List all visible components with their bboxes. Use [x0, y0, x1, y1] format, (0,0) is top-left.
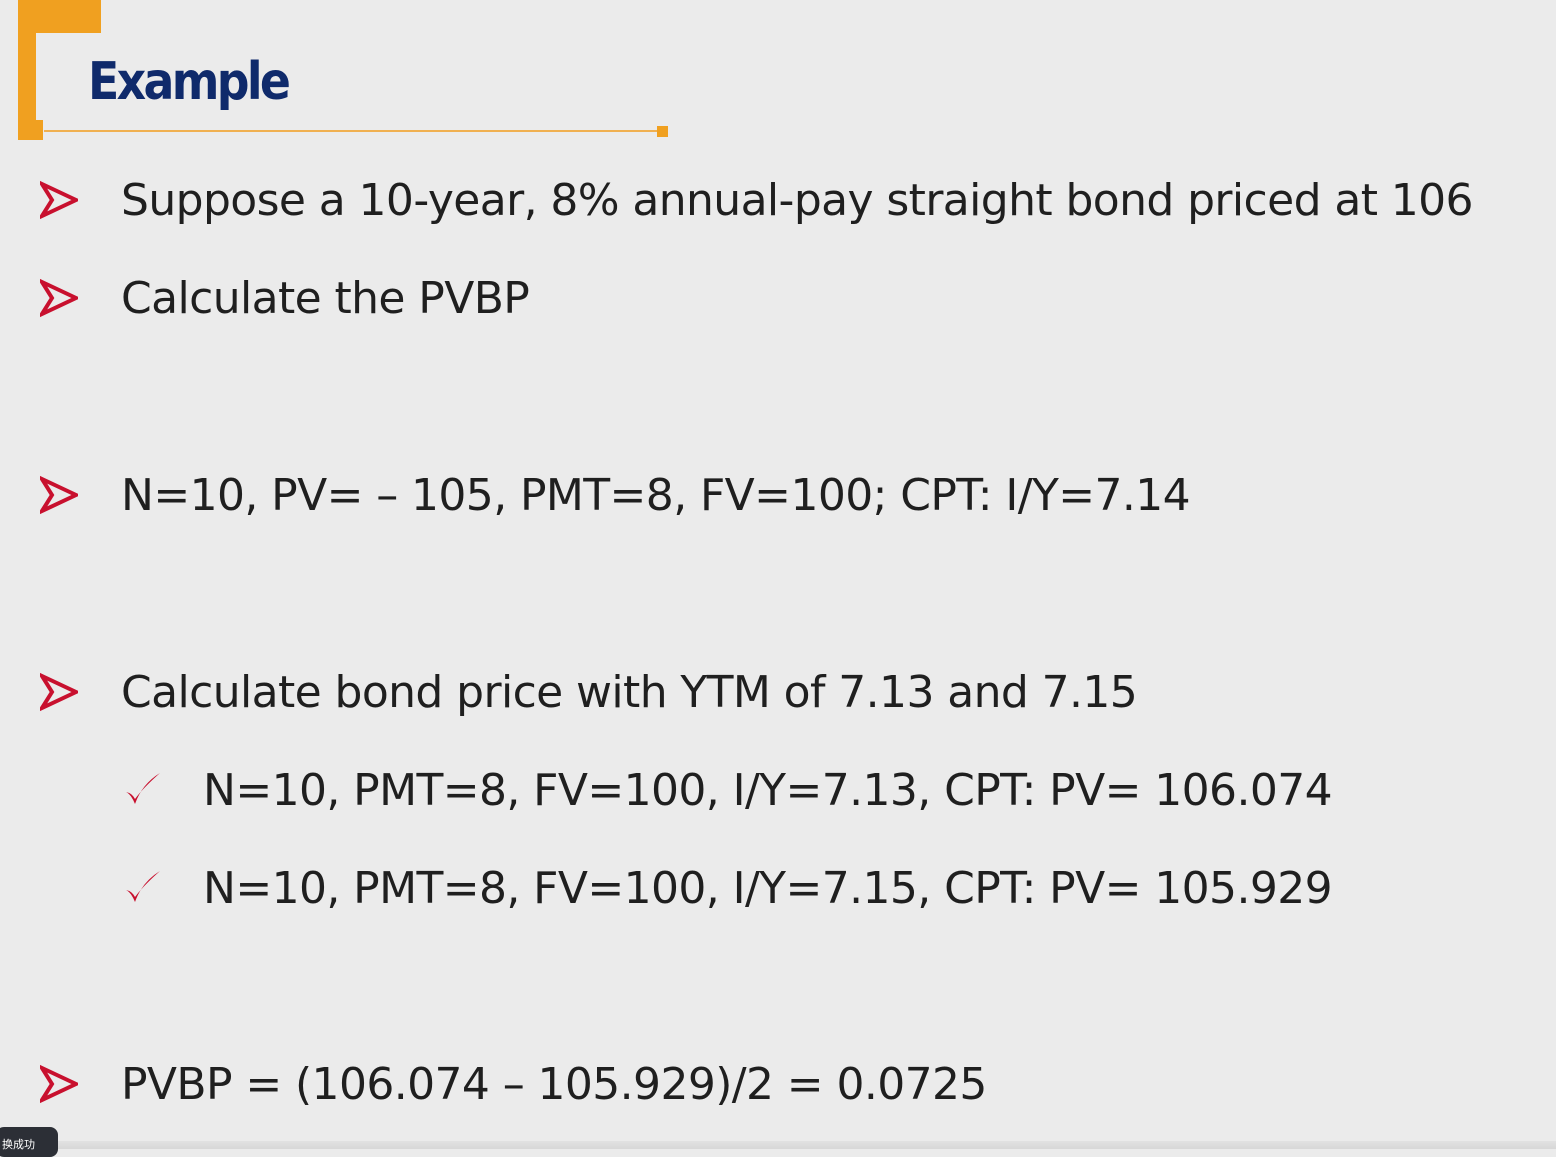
bullet-text: Calculate the PVBP [121, 272, 530, 324]
bullet-text: Calculate bond price with YTM of 7.13 an… [121, 666, 1138, 718]
bullet-text: Suppose a 10-year, 8% annual-pay straigh… [121, 174, 1474, 226]
toast-notification: 换成功 [0, 1127, 58, 1157]
slide-title: Example [88, 52, 291, 112]
arrow-bullet-icon [40, 475, 78, 515]
bullet-text: PVBP = (106.074 – 105.929)/2 = 0.0725 [121, 1058, 987, 1110]
arrow-bullet-icon [40, 1064, 78, 1104]
arrow-bullet-icon [40, 278, 78, 318]
checkmark-icon [126, 773, 160, 804]
checkmark-icon [126, 871, 160, 902]
bottom-edge-shade [0, 1141, 1556, 1149]
sub-bullet-text: N=10, PMT=8, FV=100, I/Y=7.13, CPT: PV= … [203, 764, 1333, 816]
sub-bullet-text: N=10, PMT=8, FV=100, I/Y=7.15, CPT: PV= … [203, 862, 1333, 914]
arrow-bullet-icon [40, 180, 78, 220]
bullet-text: N=10, PV= – 105, PMT=8, FV=100; CPT: I/Y… [121, 469, 1191, 521]
title-bracket-decoration [18, 0, 668, 140]
arrow-bullet-icon [40, 672, 78, 712]
